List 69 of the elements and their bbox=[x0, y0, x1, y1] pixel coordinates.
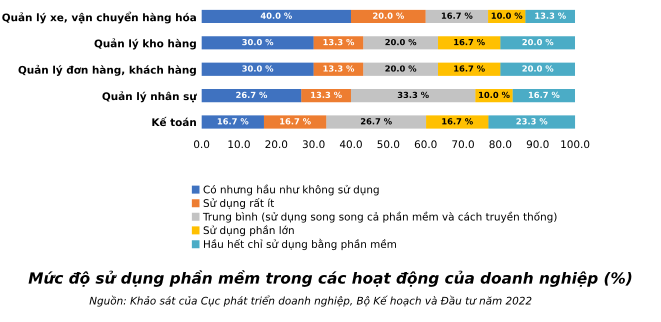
data-label: 13.3 % bbox=[324, 65, 354, 72]
y-tick-label: Quản lý xe, vận chuyển hàng hóa bbox=[2, 12, 196, 24]
data-label: 20.0 % bbox=[522, 65, 554, 72]
bar bbox=[202, 115, 264, 129]
bar bbox=[202, 62, 314, 76]
x-tick-label: 10.0 bbox=[228, 140, 250, 148]
bar bbox=[426, 10, 488, 24]
text: Mức độ sử dụng phần mềm trong các hoạt động của doanh nghiệp (%) bbox=[28, 270, 632, 287]
data-label: 10.0 % bbox=[479, 92, 510, 98]
y-tick-label: Quản lý đơn hàng, khách hàng bbox=[18, 64, 196, 76]
bar bbox=[438, 36, 500, 50]
data-label: 30.0 % bbox=[242, 65, 274, 72]
legend-label: Hầu hết chỉ sử dụng bằng phần mềm bbox=[204, 238, 396, 250]
data-label: 26.7 % bbox=[236, 92, 268, 98]
data-label: 20.0 % bbox=[373, 12, 404, 19]
y-tick-label: Quản lý nhân sự bbox=[102, 91, 197, 102]
data-label: 33.3 % bbox=[398, 92, 429, 98]
x-tick-label: 90.0 bbox=[526, 140, 549, 148]
bar bbox=[326, 115, 426, 129]
y-tick-label: Kế toán bbox=[152, 116, 196, 126]
data-label: 16.7 % bbox=[454, 65, 485, 72]
legend-label: Có nhưng hầu như không sử dụng bbox=[204, 184, 379, 196]
bar bbox=[500, 62, 576, 76]
data-label: 13.3 % bbox=[535, 12, 566, 19]
data-label: 13.3 % bbox=[324, 38, 354, 46]
data-label: 20.0 % bbox=[522, 38, 554, 46]
x-tick-label: 30.0 bbox=[302, 140, 325, 148]
bar bbox=[350, 10, 426, 24]
x-tick-label: 60.0 bbox=[414, 140, 437, 148]
x-tick-label: 100.0 bbox=[561, 140, 590, 148]
bar bbox=[438, 62, 500, 76]
x-tick-label: 50.0 bbox=[378, 140, 400, 148]
data-label: 10.0 % bbox=[492, 12, 522, 19]
data-label: 16.7 % bbox=[454, 38, 485, 46]
data-label: 23.3 % bbox=[516, 118, 548, 124]
bar bbox=[488, 115, 576, 129]
y-tick-label: Quản lý kho hàng bbox=[94, 38, 196, 50]
bar bbox=[500, 36, 576, 50]
x-tick-label: 70.0 bbox=[452, 140, 474, 148]
legend-label: Trung bình (sử dụng song song cả phần mềm và cách truyền thống) bbox=[202, 212, 556, 223]
data-label: 40.0 % bbox=[260, 12, 292, 19]
x-tick-label: 40.0 bbox=[340, 140, 362, 148]
bar bbox=[426, 115, 488, 129]
bar bbox=[202, 89, 302, 102]
data-label: 16.7 % bbox=[442, 118, 473, 124]
bar bbox=[363, 36, 438, 50]
data-label: 30.0 % bbox=[242, 38, 274, 46]
x-tick-label: 0.0 bbox=[194, 140, 210, 148]
legend-label: Sử dụng phần lớn bbox=[204, 225, 294, 236]
bar bbox=[350, 89, 476, 102]
bar bbox=[314, 62, 364, 76]
text: Nguồn: Khảo sát của Cục phát triển doanh nghiệp, Bộ Kế hoạch và Đầu tư năm 2022 bbox=[90, 296, 532, 307]
bar bbox=[314, 36, 364, 50]
bar bbox=[202, 36, 314, 50]
data-label: 16.7 % bbox=[528, 92, 560, 98]
bar bbox=[512, 89, 576, 102]
data-label: 26.7 % bbox=[360, 118, 392, 124]
bar bbox=[264, 115, 326, 129]
x-tick-label: 80.0 bbox=[489, 140, 512, 148]
bar bbox=[202, 10, 351, 24]
data-label: 16.7 % bbox=[442, 12, 473, 19]
x-tick-label: 20.0 bbox=[265, 140, 288, 148]
data-label: 13.3 % bbox=[311, 92, 342, 98]
data-label: 16.7 % bbox=[280, 118, 311, 124]
bar bbox=[363, 62, 438, 76]
data-label: 20.0 % bbox=[385, 38, 416, 46]
legend-label: Sử dụng rất ít bbox=[204, 198, 274, 210]
data-label: 16.7 % bbox=[218, 118, 248, 124]
data-label: 20.0 % bbox=[385, 65, 416, 72]
